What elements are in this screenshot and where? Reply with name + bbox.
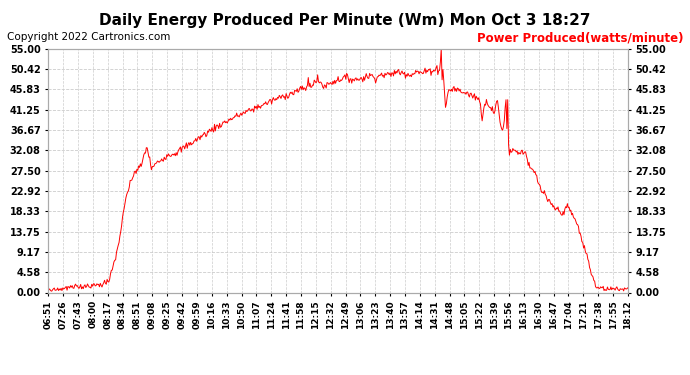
Text: Copyright 2022 Cartronics.com: Copyright 2022 Cartronics.com <box>7 32 170 42</box>
Text: Power Produced(watts/minute): Power Produced(watts/minute) <box>477 32 683 45</box>
Text: Daily Energy Produced Per Minute (Wm) Mon Oct 3 18:27: Daily Energy Produced Per Minute (Wm) Mo… <box>99 13 591 28</box>
